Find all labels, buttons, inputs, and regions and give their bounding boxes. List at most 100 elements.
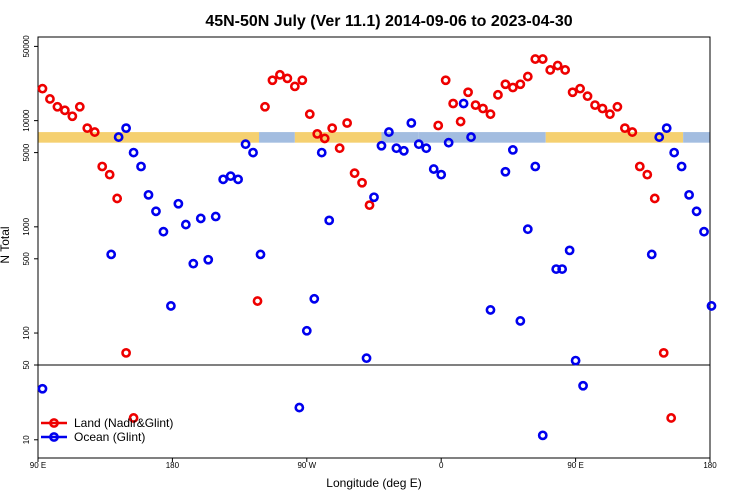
ocean-point [203,254,214,265]
land-point [545,65,556,75]
x-axis-label: Longitude (deg E) [326,476,421,490]
ocean-point [188,258,199,269]
ocean-point [676,161,687,172]
land-point [478,103,488,114]
ocean-point [151,206,161,217]
x-tick-label: 0 [439,461,444,470]
land-point [252,296,263,306]
land-point [649,193,660,204]
land-point [560,65,571,75]
land-point [507,82,518,93]
band-segment [418,132,546,143]
land-point [552,60,563,71]
legend-entry: Ocean (Glint) [74,430,145,444]
y-tick-label: 100 [22,326,31,340]
land-point [666,413,677,423]
land-point [612,101,623,112]
ocean-point [522,224,533,235]
y-tick-label: 1000 [22,217,31,235]
land-point [357,177,367,188]
land-point [37,83,48,94]
ocean-point [557,264,568,274]
ocean-point [428,164,439,174]
land-point [500,79,511,90]
x-tick-label: 90 E [567,461,583,470]
legend-marker [49,418,59,428]
land-point [470,100,481,111]
land-point [658,347,669,358]
ocean-point [661,123,672,134]
y-axis-label: N Total [0,226,12,263]
land-point [289,81,300,92]
ocean-point [458,98,469,109]
ocean-point [143,189,154,200]
land-point [619,123,630,134]
band-segment [259,132,295,143]
land-point [128,413,139,423]
y-tick-label: 500 [22,252,31,266]
land-point [89,127,100,137]
ocean-point [485,305,496,315]
ocean-point [255,249,266,260]
land-point [455,116,466,127]
land-point [590,100,600,111]
land-point [485,109,496,120]
land-point [327,123,338,134]
x-tick-label: 90 W [297,461,316,470]
ocean-point [195,213,206,224]
land-point [59,105,70,116]
ocean-point [248,147,258,158]
ocean-point [173,198,184,209]
land-point [275,69,285,80]
ocean-point [398,145,409,156]
ocean-point [578,380,588,391]
land-series [37,54,677,423]
land-point [319,133,330,144]
land-point [605,109,615,120]
ocean-point [361,353,372,364]
x-tick-label: 180 [166,461,180,470]
y-axis: 10 50 100 500 1000 5000 10000 50000 [22,35,38,444]
land-point [448,98,459,109]
land-point [440,75,451,86]
land-point [342,118,353,128]
ocean-point [537,430,548,441]
y-tick-label: 5000 [22,143,31,161]
ocean-point [324,215,335,226]
land-point [104,169,115,180]
ocean-point [210,211,221,222]
ocean-point [646,249,657,260]
y-tick-label: 50 [22,360,31,369]
land-point [260,101,270,112]
ocean-point [669,147,680,158]
land-point [364,200,375,211]
land-point [97,161,108,172]
ocean-point [684,189,694,200]
x-tick-label: 90 E [30,461,46,470]
ocean-point [106,249,117,260]
band-segment [38,132,260,143]
land-point [433,120,444,131]
ocean-point [436,169,447,180]
land-point [67,111,78,122]
land-point [522,71,533,82]
land-point [267,75,278,86]
band-segment [294,132,382,143]
ocean-point [384,127,394,137]
land-point [121,347,132,358]
ocean-point [121,123,132,134]
legend-entry: Land (Nadir&Glint) [74,416,173,430]
land-point [297,75,308,86]
land-point [282,73,293,84]
land-point [582,91,593,102]
ocean-series [37,98,717,441]
ocean-point [309,293,320,304]
plot-frame [37,36,711,459]
legend-marker [49,432,59,442]
ocean-point [691,206,702,217]
y-tick-label: 50000 [22,35,31,58]
ocean-point [699,226,709,237]
ocean-point [406,118,417,128]
land-point [82,123,93,134]
